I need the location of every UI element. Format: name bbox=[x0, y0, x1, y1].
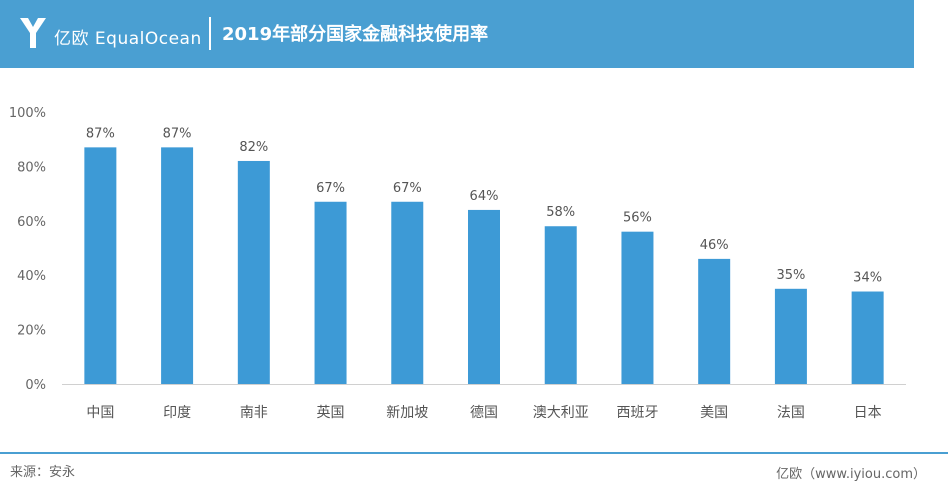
bar bbox=[621, 231, 654, 384]
y-tick-label: 60% bbox=[17, 215, 46, 230]
data-label: 58% bbox=[546, 205, 575, 220]
bar bbox=[698, 258, 731, 384]
y-tick-label: 100% bbox=[9, 106, 46, 121]
bar bbox=[774, 288, 807, 384]
data-label: 67% bbox=[393, 181, 422, 196]
brand-name-en: EqualOcean bbox=[94, 29, 202, 49]
bar bbox=[468, 209, 500, 384]
y-tick-label: 80% bbox=[17, 160, 46, 175]
x-tick-label: 澳大利亚 bbox=[533, 405, 589, 421]
x-tick-label: 法国 bbox=[777, 405, 805, 421]
bar bbox=[544, 226, 577, 384]
chart-title: 2019年部分国家金融科技使用率 bbox=[222, 24, 489, 45]
data-label: 34% bbox=[853, 271, 882, 286]
x-tick-label: 美国 bbox=[700, 405, 728, 421]
data-label: 46% bbox=[700, 238, 729, 253]
footer-divider bbox=[0, 452, 948, 454]
x-tick-label: 西班牙 bbox=[616, 405, 658, 421]
bar bbox=[314, 201, 347, 384]
brand-name: 亿欧 EqualOcean bbox=[54, 24, 202, 49]
data-label: 56% bbox=[623, 211, 652, 226]
y-logo-icon bbox=[20, 18, 46, 48]
x-tick-label: 德国 bbox=[470, 405, 498, 421]
brand-logo: 亿欧 EqualOcean bbox=[18, 14, 208, 54]
bar bbox=[851, 291, 884, 384]
credit-note: 亿欧（www.iyiou.com） bbox=[776, 467, 926, 482]
header-divider bbox=[209, 17, 211, 50]
bar bbox=[237, 160, 270, 384]
data-label: 35% bbox=[776, 268, 805, 283]
brand-name-cn: 亿欧 bbox=[54, 29, 89, 49]
bar bbox=[161, 147, 194, 384]
y-tick-label: 40% bbox=[17, 269, 46, 284]
x-tick-label: 印度 bbox=[163, 405, 191, 421]
bar bbox=[84, 147, 117, 384]
data-label: 64% bbox=[470, 189, 499, 204]
x-tick-label: 英国 bbox=[317, 404, 345, 421]
x-tick-label: 中国 bbox=[86, 405, 114, 421]
data-label: 67% bbox=[316, 181, 345, 196]
source-note: 来源：安永 bbox=[10, 465, 76, 480]
data-label: 87% bbox=[163, 126, 192, 141]
bar-chart: 0% 20% 40% 60% 80% 100% 87% 中国 87% 印度 82% 南非 67% 英国 67… bbox=[9, 106, 906, 421]
bar bbox=[391, 201, 424, 384]
x-tick-label: 南非 bbox=[240, 405, 268, 421]
data-label: 82% bbox=[239, 140, 268, 155]
header-banner: 亿欧 EqualOcean 2019年部分国家金融科技使用率 bbox=[0, 0, 914, 68]
y-tick-label: 0% bbox=[25, 378, 46, 393]
x-tick-label: 日本 bbox=[854, 405, 882, 421]
x-tick-label: 新加坡 bbox=[386, 405, 428, 421]
y-tick-label: 20% bbox=[17, 324, 46, 339]
data-label: 87% bbox=[86, 126, 115, 141]
